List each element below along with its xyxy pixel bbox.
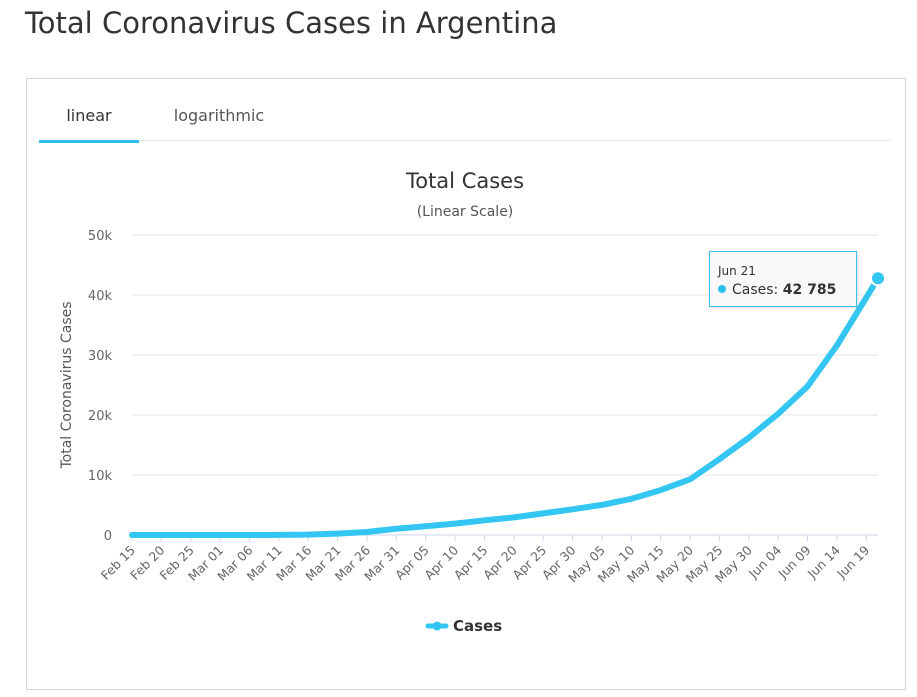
tab-linear-label: linear xyxy=(66,106,112,125)
legend-label-cases: Cases xyxy=(453,617,502,635)
x-tick-label: Jun 19 xyxy=(833,542,872,581)
active-tab-indicator xyxy=(39,140,139,143)
y-tick-label: 30k xyxy=(88,349,113,364)
y-axis-label: Total Coronavirus Cases xyxy=(59,301,75,469)
y-tick-label: 40k xyxy=(88,289,113,304)
y-tick-label: 0 xyxy=(104,529,112,544)
tooltip-value: 42 785 xyxy=(782,282,837,298)
tooltip-date: Jun 21 xyxy=(718,264,756,278)
y-tick-label: 50k xyxy=(88,229,113,244)
data-tooltip: Jun 21 Cases: 42 785 xyxy=(709,251,857,307)
legend-marker xyxy=(432,621,442,631)
hovered-data-point[interactable] xyxy=(870,270,886,287)
tab-linear[interactable]: linear xyxy=(39,105,139,143)
x-tick-label: Jun 04 xyxy=(745,542,784,581)
tooltip-row: Cases: 42 785 xyxy=(718,282,836,298)
y-tick-label: 20k xyxy=(88,409,113,424)
x-tick-label: Jun 09 xyxy=(774,542,813,581)
series-line-cases xyxy=(129,275,881,538)
x-tick-label: Jun 14 xyxy=(804,542,843,581)
page-title: Total Coronavirus Cases in Argentina xyxy=(25,6,558,40)
tooltip-series-dot xyxy=(718,285,726,293)
tab-logarithmic[interactable]: logarithmic xyxy=(159,105,279,140)
scale-tabs: linear logarithmic xyxy=(39,105,891,143)
y-tick-label: 10k xyxy=(88,469,113,484)
legend[interactable]: Cases xyxy=(425,617,502,635)
chart-panel: linear logarithmic xyxy=(26,78,906,690)
tab-logarithmic-label: logarithmic xyxy=(173,106,265,125)
chart-title: Total Cases xyxy=(405,169,524,193)
tooltip-series-label: Cases: xyxy=(732,282,779,298)
chart-subtitle: (Linear Scale) xyxy=(417,204,514,220)
